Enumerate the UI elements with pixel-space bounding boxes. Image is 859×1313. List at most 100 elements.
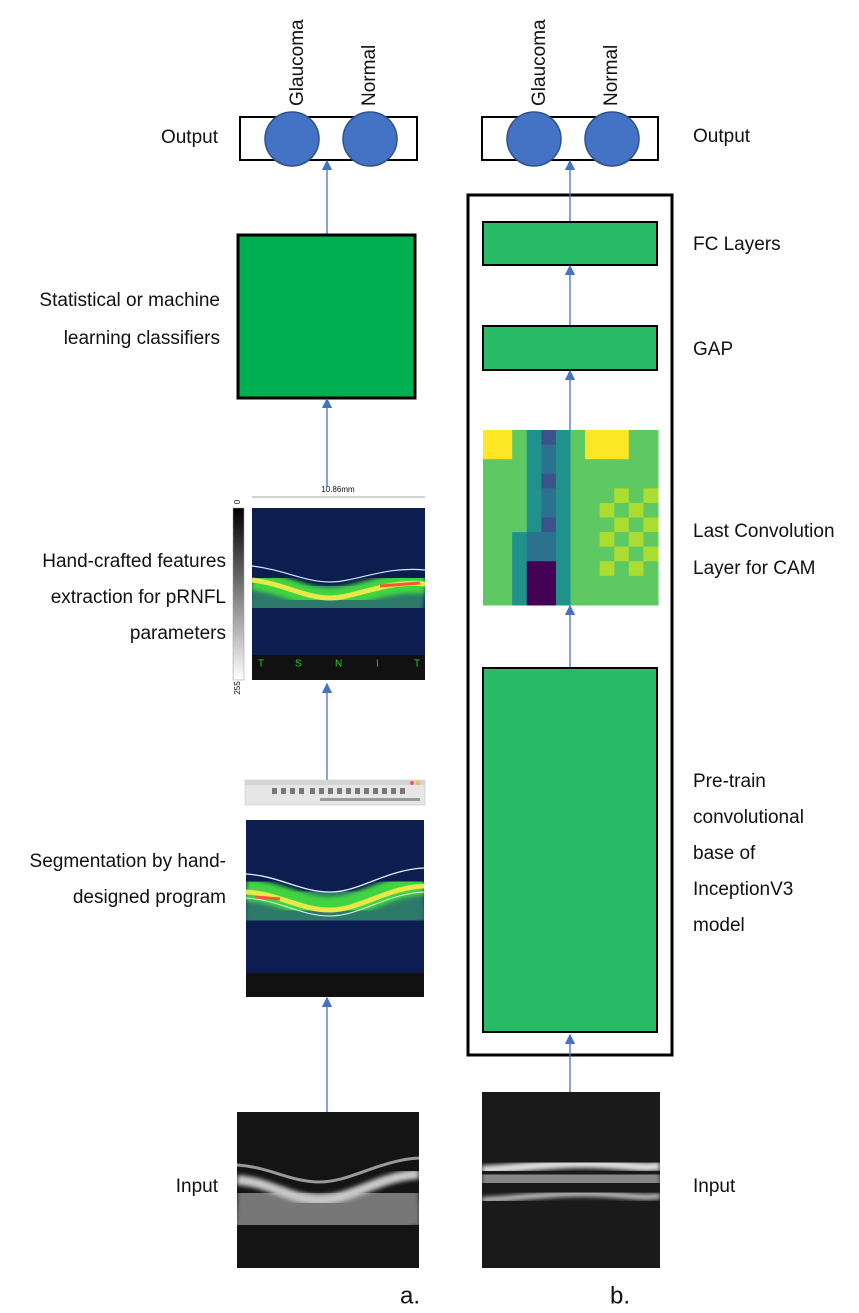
oct-input-image (482, 1092, 660, 1268)
heatmap-cell (556, 459, 571, 474)
heatmap-cell (600, 547, 615, 562)
output-node (585, 112, 639, 166)
heatmap-cell (629, 445, 644, 460)
heatmap-cell (512, 445, 527, 460)
output-node (507, 112, 561, 166)
heatmap-cell (498, 518, 513, 533)
heatmap-cell (585, 518, 600, 533)
classifier-label: learning classifiers (64, 328, 220, 349)
heatmap-cell (512, 547, 527, 562)
heatmap-cell (541, 445, 556, 460)
heatmap-cell (571, 445, 586, 460)
heatmap-cell (571, 459, 586, 474)
heatmap-cell (556, 518, 571, 533)
heatmap-cell (512, 561, 527, 576)
heatmap-cell (629, 430, 644, 445)
heatmap-cell (600, 532, 615, 547)
heatmap-cell (498, 459, 513, 474)
heatmap-cell (527, 445, 542, 460)
heatmap-cell (614, 459, 629, 474)
caption: a. (400, 1282, 420, 1309)
heatmap-cell (643, 518, 658, 533)
caption: b. (610, 1282, 630, 1309)
output-node (343, 112, 397, 166)
heatmap-cell (585, 547, 600, 562)
input-label: Input (693, 1176, 736, 1197)
heatmap-cell (498, 547, 513, 562)
heatmap-cell (527, 518, 542, 533)
heatmap-cell (498, 445, 513, 460)
heatmap-cell (483, 532, 498, 547)
heatmap-cell (643, 547, 658, 562)
heatmap-cell (512, 459, 527, 474)
heatmap-cell (629, 459, 644, 474)
class-label: Normal (601, 45, 622, 106)
heatmap-cell (483, 518, 498, 533)
heatmap-cell (512, 488, 527, 503)
oct-feature-image (252, 508, 425, 680)
heatmap-cell (483, 459, 498, 474)
heatmap-cell (483, 430, 498, 445)
heatmap-cell (556, 474, 571, 489)
heatmap-cell (498, 532, 513, 547)
heatmap-cell (541, 518, 556, 533)
heatmap-cell (614, 576, 629, 591)
heatmap-cell (512, 518, 527, 533)
heatmap-cell (541, 459, 556, 474)
heatmap-cell (629, 474, 644, 489)
heatmap-cell (498, 590, 513, 605)
heatmap-cell (614, 488, 629, 503)
input-label: Input (176, 1176, 219, 1197)
heatmap-cell (600, 518, 615, 533)
features-label: extraction for pRNFL (51, 587, 226, 608)
class-label: Glaucoma (529, 19, 550, 106)
heatmap-cell (541, 532, 556, 547)
heatmap-cell (600, 459, 615, 474)
heatmap-cell (571, 532, 586, 547)
gap-layer (483, 326, 657, 370)
scale-label: 10.86mm (321, 485, 355, 494)
sector-label: N (335, 659, 342, 670)
class-label: Normal (359, 45, 380, 106)
heatmap-cell (512, 590, 527, 605)
heatmap-cell (483, 547, 498, 562)
heatmap-cell (512, 474, 527, 489)
heatmap-cell (643, 445, 658, 460)
heatmap-cell (629, 561, 644, 576)
base-label: base of (693, 843, 756, 864)
heatmap-cell (600, 503, 615, 518)
heatmap-cell (498, 561, 513, 576)
heatmap-cell (643, 561, 658, 576)
segmentation-label: Segmentation by hand- (30, 851, 226, 872)
heatmap-cell (512, 576, 527, 591)
heatmap-cell (498, 576, 513, 591)
base-label: model (693, 915, 745, 936)
heatmap-cell (541, 576, 556, 591)
heatmap-cell (556, 590, 571, 605)
heatmap-cell (614, 474, 629, 489)
heatmap-cell (600, 445, 615, 460)
base-label: Pre-train (693, 771, 766, 792)
heatmap-cell (483, 576, 498, 591)
features-label: Hand-crafted features (42, 551, 226, 572)
base-label: InceptionV3 (693, 879, 793, 900)
heatmap-cell (585, 488, 600, 503)
heatmap-cell (483, 474, 498, 489)
heatmap-cell (614, 590, 629, 605)
heatmap-cell (571, 547, 586, 562)
fc-layer (483, 222, 657, 265)
features-label: parameters (130, 623, 226, 644)
heatmap-cell (498, 488, 513, 503)
segmentation-label: designed program (73, 887, 226, 908)
heatmap-cell (585, 474, 600, 489)
colorbar-label: 0 (233, 499, 242, 504)
heatmap-cell (512, 430, 527, 445)
heatmap-cell (643, 430, 658, 445)
heatmap-cell (483, 445, 498, 460)
toolbar-image (245, 780, 425, 805)
heatmap-cell (614, 518, 629, 533)
classifier-box (238, 235, 415, 398)
heatmap-cell (556, 561, 571, 576)
heatmap-cell (600, 590, 615, 605)
heatmap-cell (571, 561, 586, 576)
